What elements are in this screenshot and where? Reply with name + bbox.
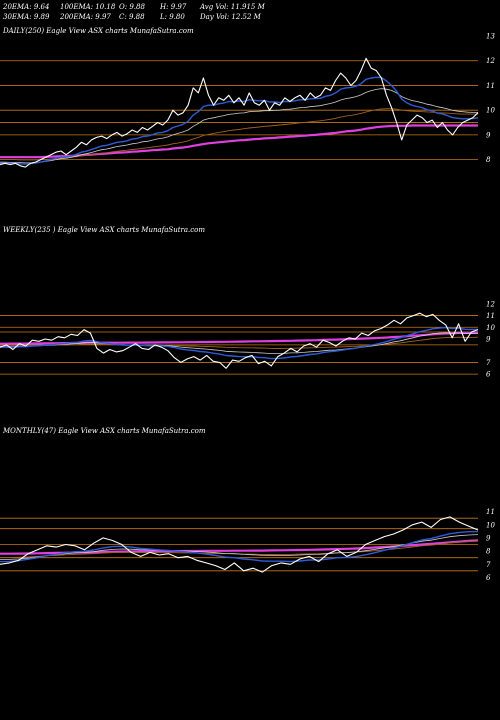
monthly-ema-brown-line [0,540,479,559]
header-200ema: 200EMA: 9.97 [60,13,111,21]
weekly-y-tick-5: 6 [486,371,491,379]
weekly-y-tick-2: 10 [486,324,495,332]
header-30ema: 30EMA: 9.89 [3,13,50,21]
daily-y-tick-3: 10 [486,107,495,115]
header-day-vol: Day Vol: 12.52 M [200,13,261,21]
weekly-price-line [0,312,479,369]
daily-panel-title: DAILY(250) Eagle View ASX charts MunafaS… [3,27,194,35]
daily-y-tick-5: 8 [486,156,491,164]
header-20ema: 20EMA: 9.64 [3,3,50,11]
header-open: O: 9.88 [119,3,145,11]
monthly-ema-mid-line [0,534,479,560]
monthly-y-tick-1: 10 [486,521,495,529]
monthly-panel-title: MONTHLY(47) Eagle View ASX charts Munafa… [3,427,206,435]
monthly-y-tick-3: 8 [486,548,491,556]
monthly-price-line [0,516,479,573]
monthly-ema-short-line [0,530,479,563]
weekly-ema-brown-line [0,336,479,349]
header-close: C: 9.88 [119,13,145,21]
monthly-y-tick-2: 9 [486,534,491,542]
header-100ema: 100EMA: 10.18 [60,3,116,11]
weekly-panel-title: WEEKLY(235 ) Eagle View ASX charts Munaf… [3,226,206,234]
monthly-y-tick-4: 7 [486,561,491,569]
weekly-y-tick-0: 12 [486,300,495,308]
daily-ema-brown-line [0,108,478,161]
daily-y-tick-1: 12 [486,57,495,65]
weekly-y-tick-1: 11 [486,312,495,320]
weekly-y-tick-4: 7 [486,359,491,367]
weekly-y-tick-3: 9 [486,336,491,344]
header-low: L: 9.80 [160,13,185,21]
daily-ema-long-line [0,124,478,159]
header-high: H: 9.97 [160,3,187,11]
daily-y-tick-4: 9 [486,131,491,139]
daily-y-tick-0: 13 [486,33,495,41]
weekly-ema-mid-line [0,332,479,355]
header-avg-vol: Avg Vol: 11.915 M [200,3,265,11]
daily-ema-short-line [0,76,479,165]
monthly-y-tick-5: 6 [486,574,491,582]
weekly-ema-short-line [0,326,478,360]
daily-y-tick-2: 11 [486,82,495,90]
daily-price-line [0,57,479,168]
monthly-y-tick-0: 11 [486,508,495,516]
